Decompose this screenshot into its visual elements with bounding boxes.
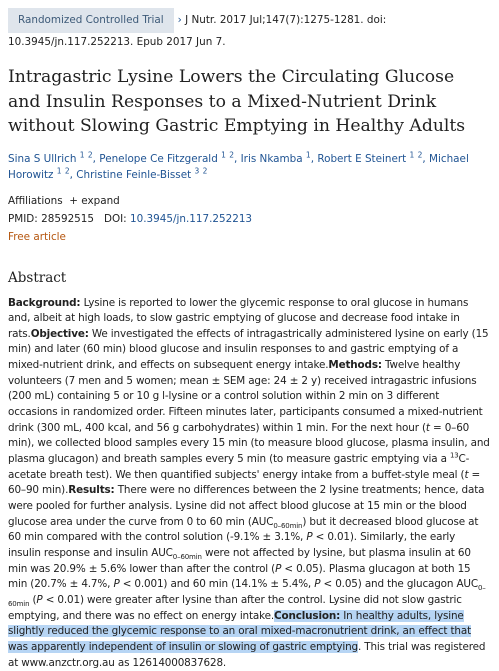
text-run: < 0.05) and the glucagon AUC <box>320 578 478 590</box>
affiliation-number[interactable]: 1 <box>57 166 62 175</box>
section-label: Results: <box>68 484 114 496</box>
free-article: Free article <box>8 228 491 246</box>
meta: Affiliations + expand PMID: 28592515 DOI… <box>8 192 491 246</box>
affiliations-label: Affiliations <box>8 195 63 207</box>
title: Intragastric Lysine Lowers the Circulati… <box>8 65 491 139</box>
text-run: < 0.001) and 60 min (14.1% ± 5.4%, <box>120 578 315 590</box>
author-name[interactable]: Christine Feinle-Bisset <box>76 169 191 181</box>
abstract-heading: Abstract <box>8 270 491 286</box>
subscript: 0–60min <box>173 553 202 561</box>
expand-button[interactable]: + expand <box>69 195 120 207</box>
subscript: 0–60min <box>273 522 302 530</box>
separator: , <box>311 153 314 165</box>
author-name[interactable]: Robert E Steinert <box>317 153 406 165</box>
header: Randomized Controlled Trial› J Nutr. 201… <box>8 8 491 52</box>
publication-type[interactable]: Randomized Controlled Trial <box>8 8 174 33</box>
pmid-label: PMID: <box>8 213 38 225</box>
section-label: Background: <box>8 297 80 309</box>
page: Randomized Controlled Trial› J Nutr. 201… <box>0 0 499 643</box>
section-label-highlighted: Conclusion: <box>274 610 340 622</box>
author-name[interactable]: Iris Nkamba <box>241 153 303 165</box>
separator: , <box>70 169 73 181</box>
section-label: Methods: <box>328 359 381 371</box>
affiliation-number[interactable]: 2 <box>203 166 208 175</box>
affiliation-number[interactable]: 3 <box>195 166 200 175</box>
expand-text[interactable]: expand <box>81 195 120 207</box>
affiliation-number[interactable]: 1 <box>221 150 226 159</box>
identifiers: PMID: 28592515 DOI: 10.3945/jn.117.25221… <box>8 210 491 228</box>
separator: , <box>93 153 96 165</box>
chevron-icon: › <box>178 14 182 26</box>
plus-icon: + <box>69 195 78 207</box>
author-name[interactable]: Penelope Ce Fitzgerald <box>99 153 218 165</box>
doi-label: DOI: <box>104 213 127 225</box>
pmid: 28592515 <box>41 213 94 225</box>
affiliation-number[interactable]: 1 <box>80 150 85 159</box>
affiliation-number[interactable]: 1 <box>410 150 415 159</box>
section-label: Objective: <box>31 328 89 340</box>
affiliations: Affiliations + expand <box>8 192 491 210</box>
doi-link[interactable]: 10.3945/jn.117.252213 <box>130 213 252 225</box>
abstract-text: Background: Lysine is reported to lower … <box>8 296 491 671</box>
author-name[interactable]: Sina S Ullrich <box>8 153 76 165</box>
superscript: 13 <box>450 452 459 460</box>
authors: Sina S Ullrich 1 2, Penelope Ce Fitzgera… <box>8 151 491 183</box>
separator: , <box>234 153 237 165</box>
separator: , <box>422 153 425 165</box>
